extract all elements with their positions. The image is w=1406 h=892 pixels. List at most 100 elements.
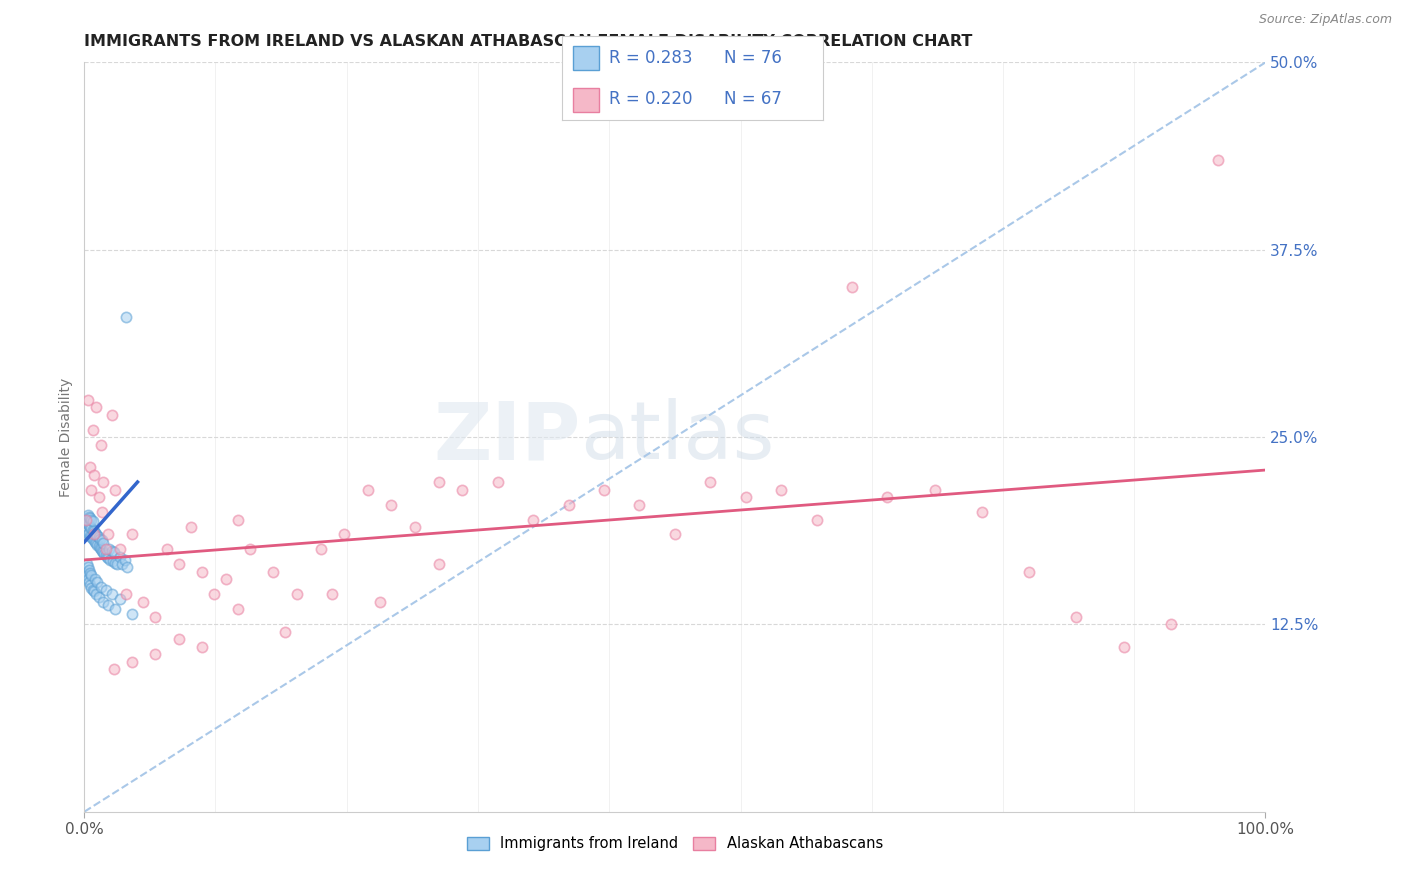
Y-axis label: Female Disability: Female Disability xyxy=(59,377,73,497)
Point xyxy=(77,508,100,522)
Point xyxy=(91,544,114,558)
Point xyxy=(1018,565,1040,579)
Point xyxy=(239,542,262,557)
Point xyxy=(77,575,100,590)
Point xyxy=(86,575,108,590)
Point xyxy=(80,531,103,545)
Point xyxy=(90,542,112,557)
Point xyxy=(121,655,143,669)
Point xyxy=(321,587,343,601)
Point xyxy=(77,509,100,524)
Point xyxy=(427,558,450,572)
Point xyxy=(108,542,131,557)
Point xyxy=(83,527,105,541)
Point xyxy=(699,475,721,489)
Point xyxy=(77,518,100,533)
Point xyxy=(82,514,104,528)
Point xyxy=(226,602,249,616)
Point xyxy=(100,587,122,601)
Point xyxy=(87,531,110,545)
Point xyxy=(79,566,101,581)
Point xyxy=(79,460,101,475)
Point xyxy=(970,505,993,519)
Point xyxy=(84,527,107,541)
Point xyxy=(924,483,946,497)
Point xyxy=(121,527,143,541)
Point xyxy=(80,483,103,497)
Point xyxy=(103,662,125,676)
Point xyxy=(76,516,98,530)
Point xyxy=(77,560,100,574)
Point xyxy=(309,542,332,557)
Point xyxy=(191,565,214,579)
Point xyxy=(89,532,111,546)
Point xyxy=(100,544,122,558)
Point xyxy=(83,467,105,482)
Point xyxy=(664,527,686,541)
Point xyxy=(111,558,134,572)
Point xyxy=(94,549,117,563)
Point xyxy=(75,512,97,526)
Point xyxy=(104,602,127,616)
Point xyxy=(82,423,104,437)
Point xyxy=(91,536,114,550)
Point xyxy=(77,527,100,541)
Point xyxy=(84,536,107,550)
Point xyxy=(86,538,108,552)
Point xyxy=(94,582,117,597)
Point xyxy=(104,556,127,570)
Point xyxy=(83,584,105,599)
Point xyxy=(734,490,756,504)
Point xyxy=(91,545,114,559)
Point xyxy=(79,529,101,543)
Point xyxy=(97,598,120,612)
Point xyxy=(107,558,129,572)
Point xyxy=(104,483,127,497)
Point xyxy=(83,533,105,548)
Point xyxy=(191,640,214,654)
Point xyxy=(114,310,136,325)
Point xyxy=(285,587,308,601)
Point xyxy=(82,523,104,537)
Point xyxy=(76,523,98,537)
Point xyxy=(103,545,125,559)
Point xyxy=(132,595,155,609)
Point xyxy=(84,573,107,587)
Text: R = 0.283: R = 0.283 xyxy=(609,49,693,67)
Point xyxy=(121,607,143,621)
Point xyxy=(91,505,114,519)
Point xyxy=(90,580,112,594)
Point xyxy=(1206,153,1229,167)
Point xyxy=(108,591,131,606)
Point xyxy=(89,541,111,555)
Text: ZIP: ZIP xyxy=(433,398,581,476)
Text: IMMIGRANTS FROM IRELAND VS ALASKAN ATHABASCAN FEMALE DISABILITY CORRELATION CHAR: IMMIGRANTS FROM IRELAND VS ALASKAN ATHAB… xyxy=(84,34,973,49)
Point xyxy=(77,526,100,541)
Point xyxy=(97,527,120,541)
Point xyxy=(75,512,97,526)
Point xyxy=(167,558,190,572)
Point xyxy=(115,560,138,574)
FancyBboxPatch shape xyxy=(572,45,599,70)
Point xyxy=(93,547,115,561)
Point xyxy=(806,512,828,526)
Point xyxy=(79,578,101,592)
Point xyxy=(451,483,474,497)
Point xyxy=(593,483,616,497)
Point xyxy=(91,533,114,548)
Point xyxy=(108,549,131,564)
Point xyxy=(167,632,190,647)
Point xyxy=(156,542,179,557)
Point xyxy=(202,587,225,601)
Text: atlas: atlas xyxy=(581,398,775,476)
FancyBboxPatch shape xyxy=(572,88,599,112)
Point xyxy=(380,498,402,512)
Point xyxy=(274,624,297,639)
Point xyxy=(143,648,166,662)
Point xyxy=(76,558,98,572)
Point xyxy=(876,490,898,504)
Point xyxy=(94,542,117,557)
Point xyxy=(1066,610,1088,624)
Point xyxy=(628,498,651,512)
Point xyxy=(114,587,136,601)
